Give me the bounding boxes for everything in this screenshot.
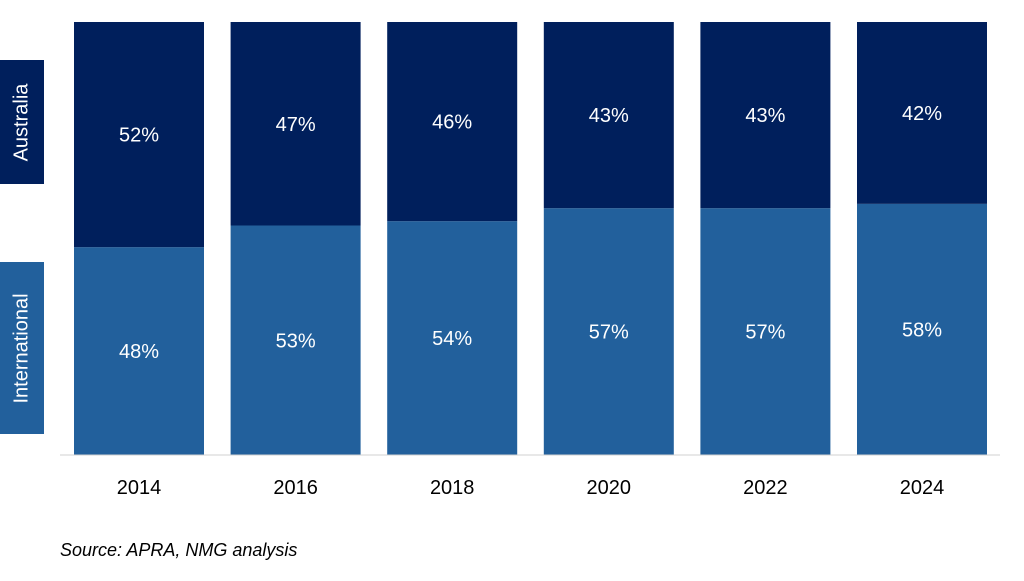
bar-international-2018 [387,221,518,455]
x-tick-label-2020: 2020 [587,477,632,499]
legend-australia: Australia [0,60,44,184]
bar-australia-2024 [857,22,987,204]
bar-international-2014 [74,247,204,455]
x-tick-label-2024: 2024 [900,477,945,499]
x-tick-label-2014: 2014 [117,477,162,499]
x-tick-labels-layer: 2014 2016 2018 2020 2022 2024 [117,477,945,499]
data-label-international-2014: 48% [119,341,159,363]
legend-australia-label: Australia [10,83,33,161]
bar-international-2022 [700,208,831,455]
data-label-australia-2016: 47% [276,114,316,136]
source-note: Source: APRA, NMG analysis [60,540,298,560]
data-label-international-2022: 57% [745,322,785,344]
x-tick-label-2018: 2018 [430,477,475,499]
data-label-australia-2024: 42% [902,103,942,125]
data-label-australia-2014: 52% [119,125,159,147]
stacked-bar-chart: 48% 52% 53% 47% 54% 46% 57% 43% 57% 43% 58% 42% 201… [60,22,1000,499]
data-label-international-2018: 54% [432,328,472,350]
data-label-australia-2018: 46% [432,112,472,134]
bar-australia-2020 [543,22,674,209]
data-label-international-2016: 53% [276,330,316,352]
bar-australia-2016 [230,22,361,226]
bar-australia-2014 [74,22,204,248]
bar-international-2020 [543,208,674,455]
data-label-australia-2020: 43% [589,105,629,127]
bars-layer [74,22,987,455]
data-label-australia-2022: 43% [745,105,785,127]
legend-international-label: International [10,292,33,404]
bar-australia-2022 [700,22,831,209]
data-label-international-2024: 58% [902,319,942,341]
x-tick-label-2016: 2016 [273,477,318,499]
bar-international-2024 [857,203,987,455]
data-labels-layer: 48% 52% 53% 47% 54% 46% 57% 43% 57% 43% 58% 42% [119,103,942,363]
x-tick-label-2022: 2022 [743,477,788,499]
bar-australia-2018 [387,22,518,222]
bar-international-2016 [230,225,361,455]
data-label-international-2020: 57% [589,322,629,344]
legend-international: International [0,262,44,434]
